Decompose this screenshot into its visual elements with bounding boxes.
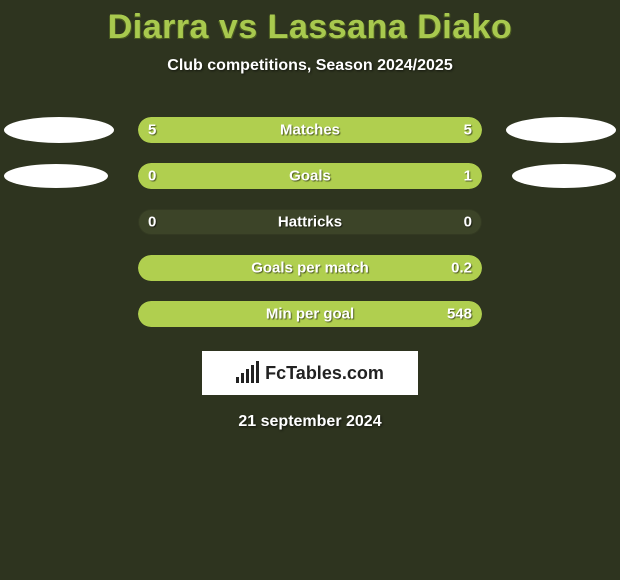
stats-container: 5 5 Matches 0 1 Goals 0 0 Hattricks 0.2 Goals per …	[0, 117, 620, 327]
stat-row: 0.2 Goals per match	[0, 255, 620, 281]
stat-row: 548 Min per goal	[0, 301, 620, 327]
player-right-ellipse	[512, 164, 616, 188]
logo-text: FcTables.com	[265, 363, 384, 384]
stat-value-left: 0	[148, 168, 156, 185]
stat-row: 0 1 Goals	[0, 163, 620, 189]
stat-bar: 548 Min per goal	[138, 301, 482, 327]
stat-label: Goals per match	[251, 260, 369, 277]
stat-label: Goals	[289, 168, 331, 185]
player-left-ellipse	[4, 117, 114, 143]
stat-label: Matches	[280, 122, 340, 139]
fctables-logo: FcTables.com	[202, 351, 418, 395]
stat-bar: 0 1 Goals	[138, 163, 482, 189]
date-label: 21 september 2024	[0, 413, 620, 431]
stat-row: 5 5 Matches	[0, 117, 620, 143]
stat-bar: 0 0 Hattricks	[138, 209, 482, 235]
stat-value-right: 0	[464, 214, 472, 231]
stat-value-left: 5	[148, 122, 156, 139]
player-right-ellipse	[506, 117, 616, 143]
stat-label: Min per goal	[266, 306, 354, 323]
stat-bar: 0.2 Goals per match	[138, 255, 482, 281]
stat-bar: 5 5 Matches	[138, 117, 482, 143]
stat-row: 0 0 Hattricks	[0, 209, 620, 235]
stat-value-right: 5	[464, 122, 472, 139]
page-title: Diarra vs Lassana Diako	[0, 0, 620, 47]
subtitle: Club competitions, Season 2024/2025	[0, 57, 620, 75]
stat-value-right: 548	[447, 306, 472, 323]
stat-value-left: 0	[148, 214, 156, 231]
player-left-ellipse	[4, 164, 108, 188]
stat-bar-fill-right	[200, 163, 482, 189]
stat-label: Hattricks	[278, 214, 342, 231]
stat-value-right: 1	[464, 168, 472, 185]
stat-value-right: 0.2	[451, 260, 472, 277]
logo-bars-icon	[236, 363, 259, 383]
